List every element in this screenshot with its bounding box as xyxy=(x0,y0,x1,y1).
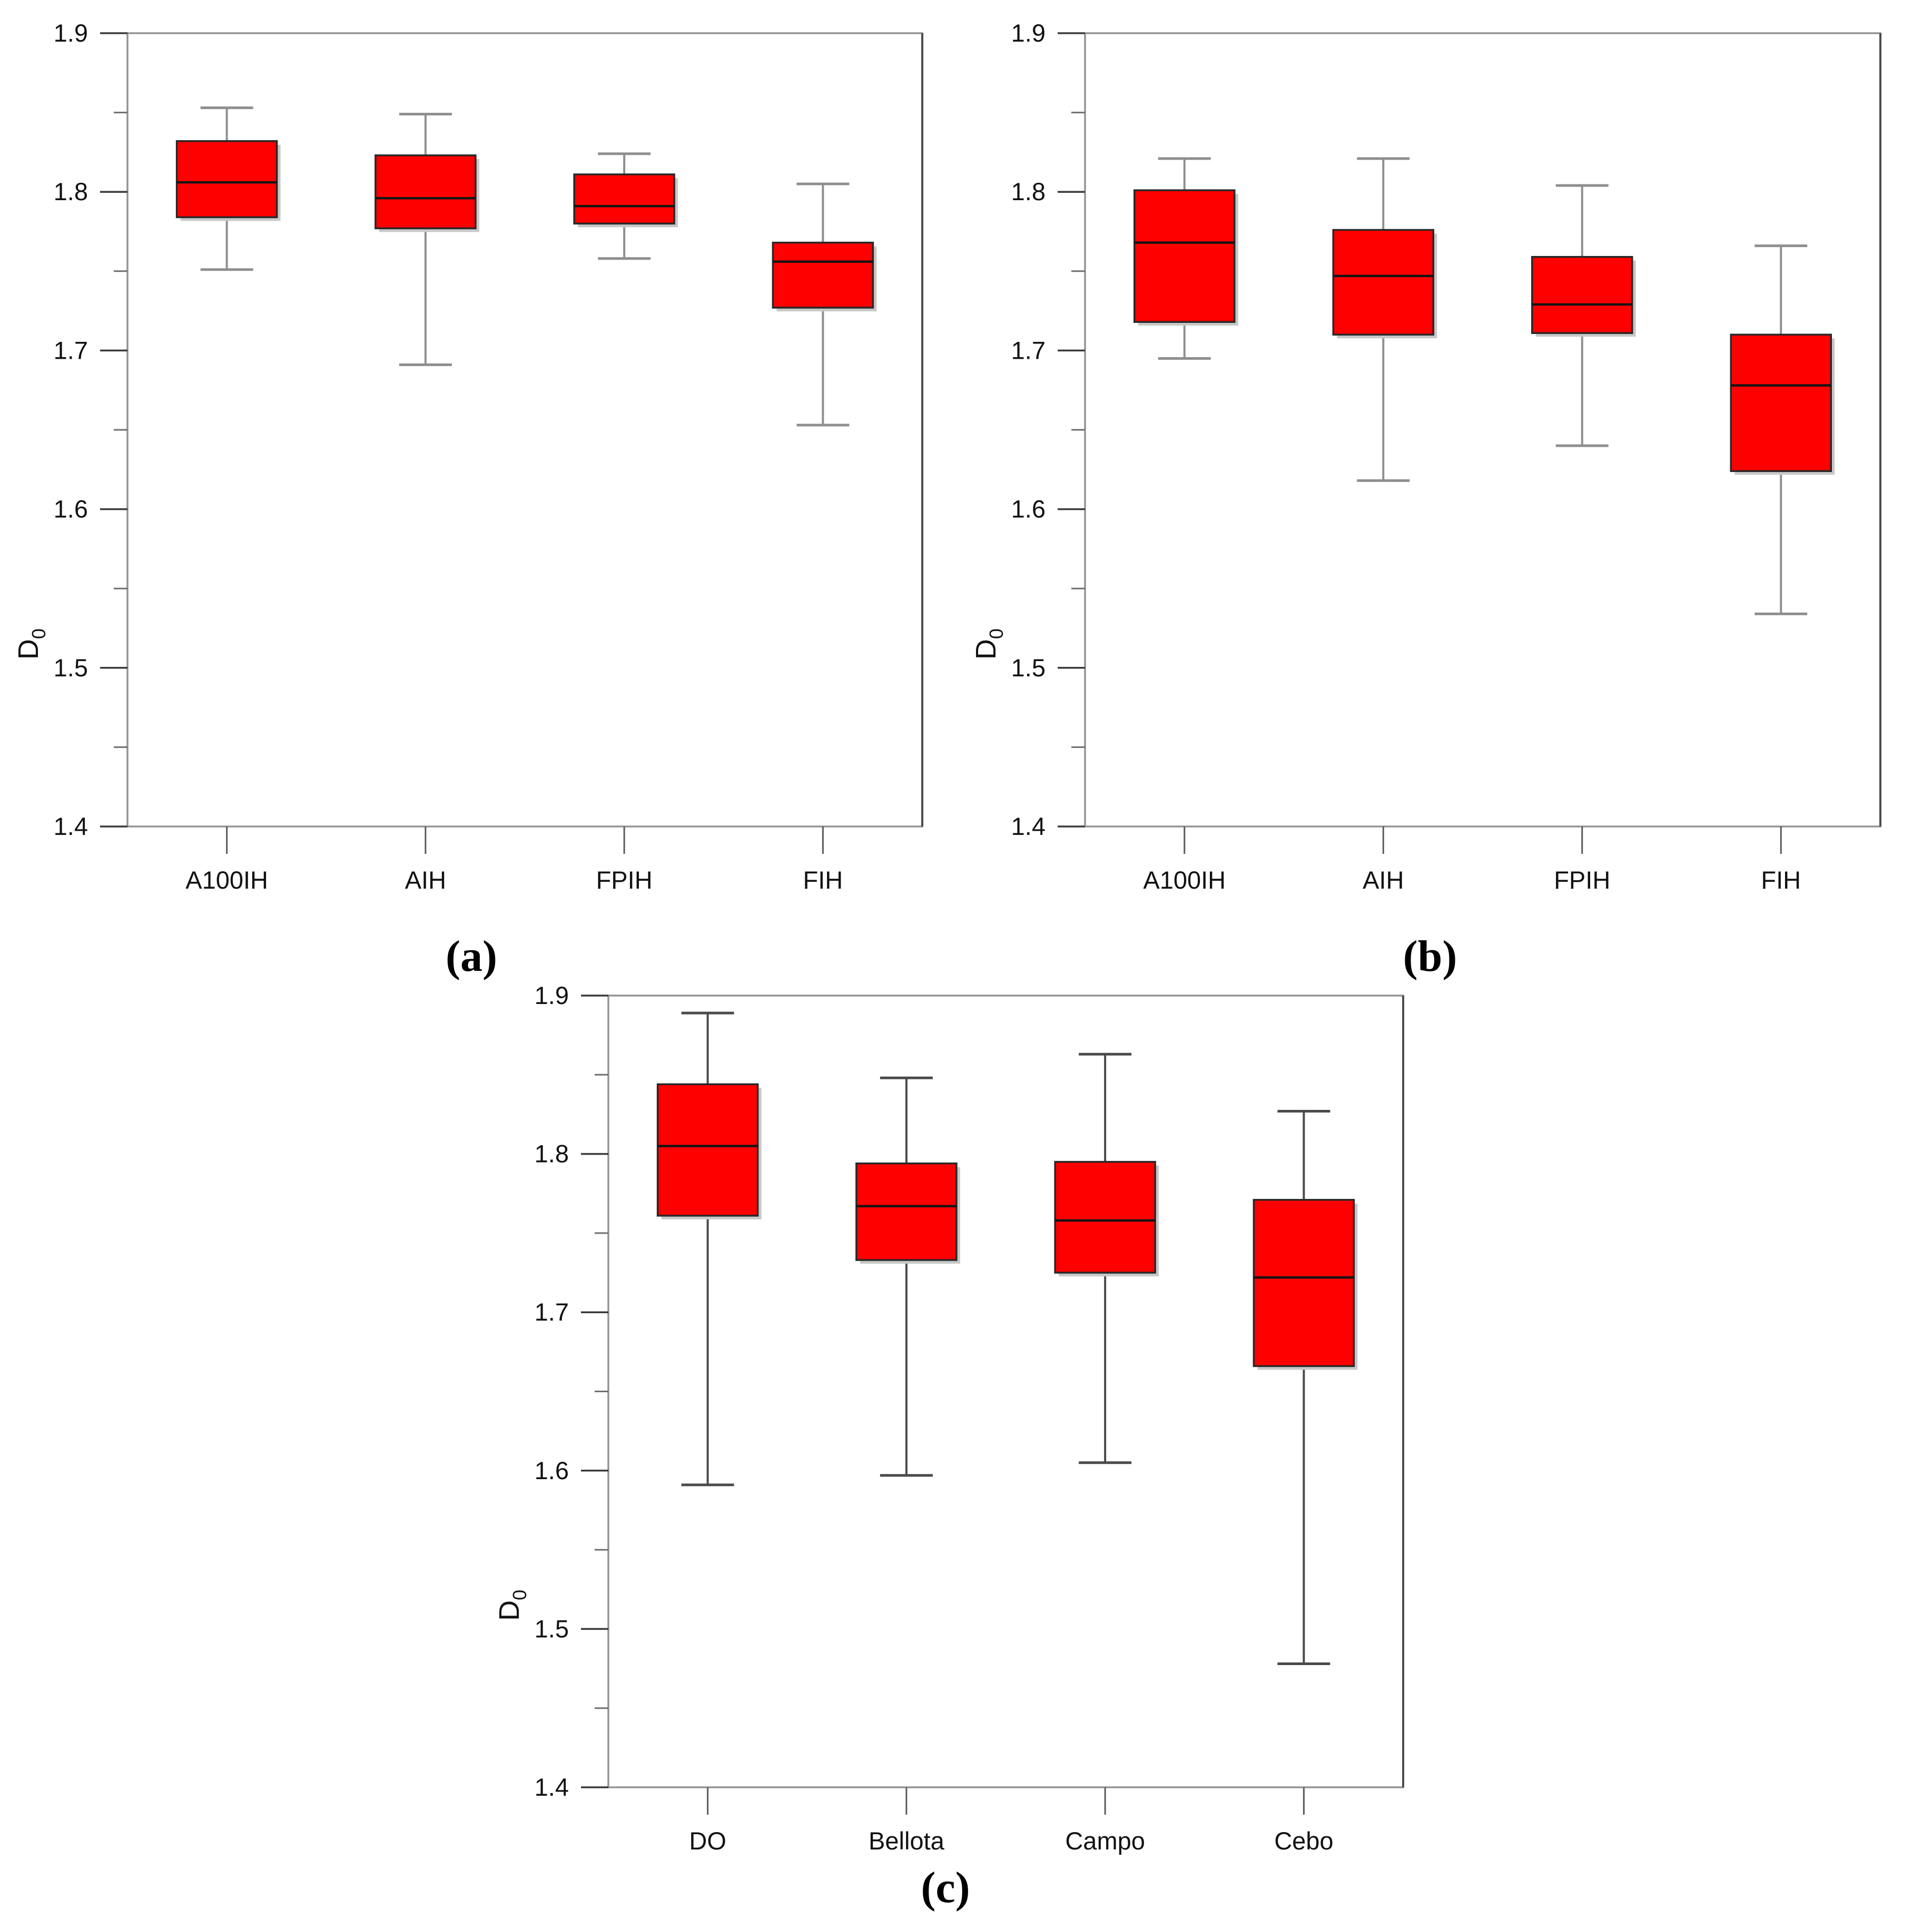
y-tick-label: 1.5 xyxy=(1011,654,1046,682)
y-tick-label: 1.8 xyxy=(535,1140,569,1168)
box xyxy=(573,173,675,225)
box-group-AIH xyxy=(374,113,479,367)
y-tick-label: 1.8 xyxy=(1011,178,1046,205)
box-group-A100IH xyxy=(1133,157,1238,360)
chart-c: 1.9 1.8 1.7 1.6 1.5 1.4 D0 DO Bellota Campo Cebo xyxy=(494,981,1404,1855)
box-group-FPIH xyxy=(1531,184,1636,447)
y-tick-label: 1.8 xyxy=(54,178,88,205)
category-label: FIH xyxy=(1761,866,1801,894)
box-group-Bellota xyxy=(855,1076,960,1477)
box xyxy=(374,154,477,230)
y-tick-label: 1.7 xyxy=(54,336,88,364)
box xyxy=(855,1162,958,1261)
y-axis-label: D0 xyxy=(13,628,50,660)
box xyxy=(175,140,278,219)
caption-a: (a) xyxy=(446,932,497,981)
box xyxy=(1531,255,1633,334)
box-group-FIH xyxy=(772,182,877,427)
y-tick-label: 1.5 xyxy=(535,1615,569,1642)
caption-c: (c) xyxy=(921,1863,970,1912)
box-group-Cebo xyxy=(1253,1109,1358,1666)
y-axis-label-subscript: 0 xyxy=(509,1590,530,1600)
category-label: FIH xyxy=(803,866,843,894)
box-group-DO xyxy=(656,1011,762,1487)
box-group-FPIH xyxy=(573,152,678,260)
y-axis-label: D0 xyxy=(494,1590,530,1621)
box xyxy=(1054,1160,1156,1274)
box xyxy=(772,241,874,309)
y-tick-label: 1.6 xyxy=(54,495,88,523)
category-label: Campo xyxy=(1065,1827,1145,1855)
chart-b: 1.9 1.8 1.7 1.6 1.5 1.4 D0 A100IH AIH FPIH FIH xyxy=(970,19,1881,894)
category-label: A100IH xyxy=(1143,866,1226,894)
y-tick-label: 1.6 xyxy=(1011,495,1046,523)
category-label: FPIH xyxy=(596,866,653,894)
y-tick-label: 1.9 xyxy=(54,19,88,47)
category-label: AIH xyxy=(1363,866,1404,894)
y-tick-label: 1.4 xyxy=(535,1773,569,1801)
category-label: AIH xyxy=(405,866,446,894)
y-tick-label: 1.7 xyxy=(535,1298,569,1326)
box xyxy=(1332,229,1434,336)
y-axis-label-subscript: 0 xyxy=(985,628,1007,639)
y-tick-label: 1.9 xyxy=(535,981,569,1009)
box-group-Campo xyxy=(1054,1052,1159,1464)
category-label: Bellota xyxy=(869,1827,945,1855)
category-label: Cebo xyxy=(1274,1827,1333,1855)
box xyxy=(1133,189,1236,323)
box-group-A100IH xyxy=(175,106,281,271)
y-tick-label: 1.6 xyxy=(535,1456,569,1484)
y-axis-label-subscript: 0 xyxy=(28,628,50,639)
y-axis-label: D0 xyxy=(970,628,1007,660)
caption-b: (b) xyxy=(1403,932,1457,981)
box-group-FIH xyxy=(1730,244,1835,615)
y-tick-label: 1.5 xyxy=(54,654,88,682)
y-tick-label: 1.4 xyxy=(54,812,88,840)
category-label: A100IH xyxy=(185,866,268,894)
box xyxy=(1253,1199,1355,1367)
box xyxy=(656,1083,759,1217)
y-tick-label: 1.9 xyxy=(1011,19,1046,47)
y-tick-label: 1.7 xyxy=(1011,336,1046,364)
category-label: DO xyxy=(689,1827,726,1855)
box xyxy=(1730,333,1832,473)
chart-a: 1.9 1.8 1.7 1.6 1.5 1.4 D0 A100IH AIH FPIH FIH xyxy=(13,19,923,894)
category-label: FPIH xyxy=(1554,866,1610,894)
y-tick-label: 1.4 xyxy=(1011,812,1046,840)
box-group-AIH xyxy=(1332,157,1437,482)
